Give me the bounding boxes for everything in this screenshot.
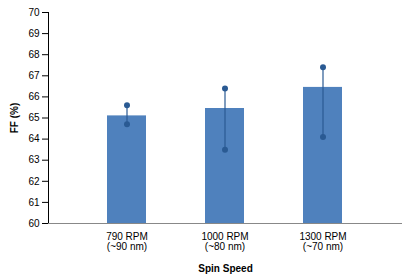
svg-text:1000 RPM(~80 nm): 1000 RPM(~80 nm): [201, 231, 248, 252]
svg-text:66: 66: [28, 91, 40, 102]
svg-text:1300 RPM(~70 nm): 1300 RPM(~70 nm): [299, 231, 346, 252]
svg-text:67: 67: [28, 70, 40, 81]
svg-text:Spin Speed: Spin Speed: [198, 263, 252, 274]
svg-text:68: 68: [28, 49, 40, 60]
svg-text:60: 60: [28, 218, 40, 229]
svg-text:790 RPM(~90 nm): 790 RPM(~90 nm): [106, 231, 148, 252]
svg-text:63: 63: [28, 154, 40, 165]
svg-text:65: 65: [28, 112, 40, 123]
svg-text:62: 62: [28, 176, 40, 187]
svg-text:69: 69: [28, 28, 40, 39]
svg-text:61: 61: [28, 197, 40, 208]
svg-text:64: 64: [28, 133, 40, 144]
svg-text:FF (%): FF (%): [9, 103, 20, 134]
svg-text:70: 70: [28, 7, 40, 18]
